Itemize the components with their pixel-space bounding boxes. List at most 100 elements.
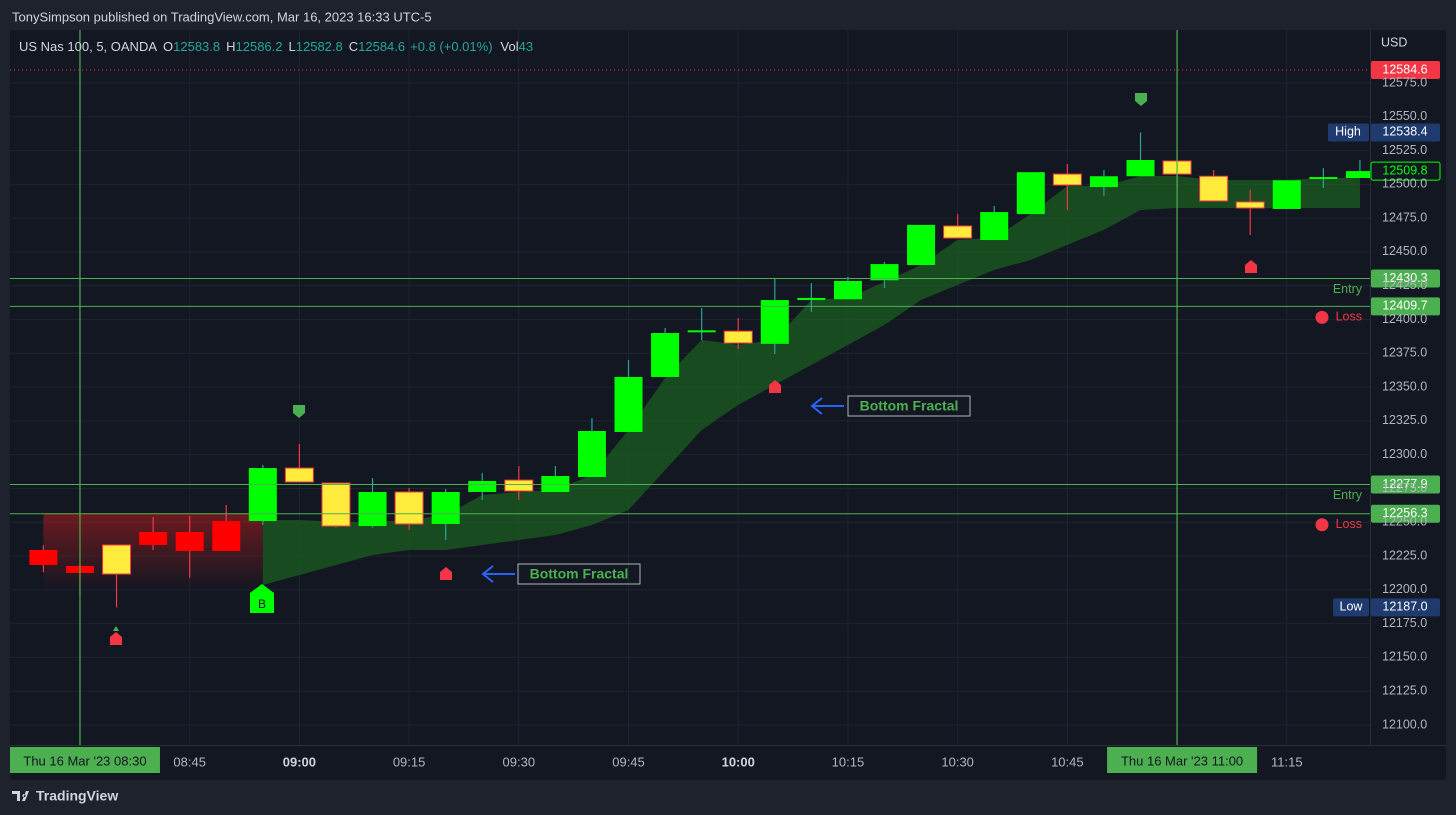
entry-label: Entry: [1333, 282, 1363, 296]
fractal-marker: [1135, 93, 1147, 106]
low-box: [1333, 598, 1369, 617]
price-tag: [1371, 598, 1440, 617]
level-tag-label: 12277.9: [1382, 477, 1427, 491]
y-tick-label: 12425.0: [1382, 278, 1427, 292]
x-tick-label: 08:45: [173, 754, 206, 769]
legend-item: 12586.2: [236, 39, 283, 54]
y-tick-label: 12475.0: [1382, 210, 1427, 224]
loss-label: Loss: [1336, 310, 1362, 324]
x-tick-label: 10:45: [1051, 754, 1084, 769]
y-tick-label: 12300.0: [1382, 447, 1427, 461]
candle-body: [1016, 172, 1045, 215]
annotation-arrow: [481, 565, 515, 583]
fractal-marker: [440, 567, 452, 580]
level-tag-label: 12256.3: [1382, 506, 1427, 520]
level-tag: [1371, 475, 1440, 494]
candle-body: [651, 333, 680, 377]
loss-icon: [1315, 310, 1329, 324]
annotation-box: [517, 563, 641, 585]
level-tag-label: 12409.7: [1382, 299, 1427, 313]
x-tick-label: 10:15: [832, 754, 865, 769]
bull-cloud: [262, 175, 1360, 585]
y-tick-label: 12575.0: [1382, 75, 1427, 89]
y-tick-label: 12325.0: [1382, 413, 1427, 427]
fractal-marker: [293, 405, 305, 418]
high-box: [1328, 123, 1369, 142]
y-tick-label: 12125.0: [1382, 684, 1427, 698]
x-tick-label: 09:00: [283, 754, 316, 769]
y-tick-label: 12375.0: [1382, 346, 1427, 360]
small-arrow: [113, 626, 119, 631]
candle-body: [212, 521, 241, 552]
loss-icon: [1315, 518, 1329, 532]
candle-body: [1272, 180, 1301, 209]
candle-body: [577, 431, 606, 477]
legend-item: 12583.8: [173, 39, 220, 54]
y-tick-label: 12550.0: [1382, 109, 1427, 123]
price-tag-label: 12584.6: [1382, 62, 1427, 76]
candle-body: [358, 491, 387, 527]
candle-body: [943, 225, 973, 239]
y-tick-label: 12400.0: [1382, 312, 1427, 326]
crosshair-time-label: Thu 16 Mar '23 11:00: [1121, 753, 1243, 768]
y-tick-label: 12150.0: [1382, 650, 1427, 664]
legend-item: US Nas 100, 5, OANDA: [19, 39, 157, 54]
x-tick-label: 09:30: [503, 754, 536, 769]
level-tag: [1371, 269, 1440, 288]
x-tick-label: 09:45: [612, 754, 645, 769]
low-label: Low: [1340, 600, 1364, 614]
y-tick-label: 12500.0: [1382, 177, 1427, 191]
candle-body: [760, 300, 789, 344]
y-tick-label: 12175.0: [1382, 616, 1427, 630]
candle-body: [504, 479, 534, 492]
candle-body: [394, 491, 424, 525]
buy-label: B: [258, 597, 266, 611]
candle-body: [614, 376, 643, 432]
candle-body: [102, 544, 132, 575]
y-tick-label: 12100.0: [1382, 717, 1427, 731]
legend-item: Vol: [501, 39, 519, 54]
y-tick-label: 12450.0: [1382, 244, 1427, 258]
crosshair-time-box: [1107, 747, 1258, 773]
loss-label: Loss: [1336, 517, 1362, 531]
overlay: Thu 16 Mar '23 08:30 Thu 16 Mar '23 11:00…: [9, 30, 1441, 773]
x-tick-label: 09:15: [393, 754, 426, 769]
footer-brand: TradingView: [36, 788, 118, 804]
y-tick-label: 12350.0: [1382, 379, 1427, 393]
candle-body: [1309, 177, 1338, 180]
price-tag-label: 12538.4: [1382, 125, 1427, 139]
legend-item: H: [226, 39, 235, 54]
buy-marker: [250, 584, 274, 613]
fractal-marker: [110, 632, 122, 645]
legend-item: L: [289, 39, 296, 54]
candle-body: [1235, 201, 1265, 209]
candle-body: [541, 476, 570, 492]
candle-body: [870, 264, 899, 281]
candle-body: [1089, 176, 1118, 188]
candle-body: [29, 549, 58, 565]
price-tag-label: 12509.8: [1382, 163, 1427, 177]
candle-body: [1052, 173, 1082, 186]
annotation-box: [847, 395, 971, 417]
price-tag-label: 12187.0: [1382, 600, 1427, 614]
x-tick-label: 10:00: [722, 754, 755, 769]
x-tick-label: 11:15: [1271, 754, 1303, 769]
y-tick-label: 12275.0: [1382, 481, 1427, 495]
candle-body: [139, 531, 168, 545]
level-tag-label: 12430.3: [1382, 271, 1427, 285]
entry-label: Entry: [1333, 488, 1363, 502]
price-tag: [1370, 161, 1441, 181]
candle-body: [321, 482, 351, 527]
y-tick-label: 12250.0: [1382, 515, 1427, 529]
y-tick-label: 12225.0: [1382, 548, 1427, 562]
price-tag: [1371, 61, 1440, 80]
level-tag: [1371, 297, 1440, 316]
bear-cloud: [43, 513, 263, 590]
candle-body: [284, 467, 314, 483]
candle-body: [833, 280, 862, 300]
legend-item: 12584.6: [358, 39, 405, 54]
legend: US Nas 100, 5, OANDA O12583.8 H12586.2 L125…: [19, 39, 533, 54]
y-tick-label: 12200.0: [1382, 582, 1427, 596]
tv-logo: [12, 791, 29, 801]
fractal-marker: [1245, 260, 1257, 273]
